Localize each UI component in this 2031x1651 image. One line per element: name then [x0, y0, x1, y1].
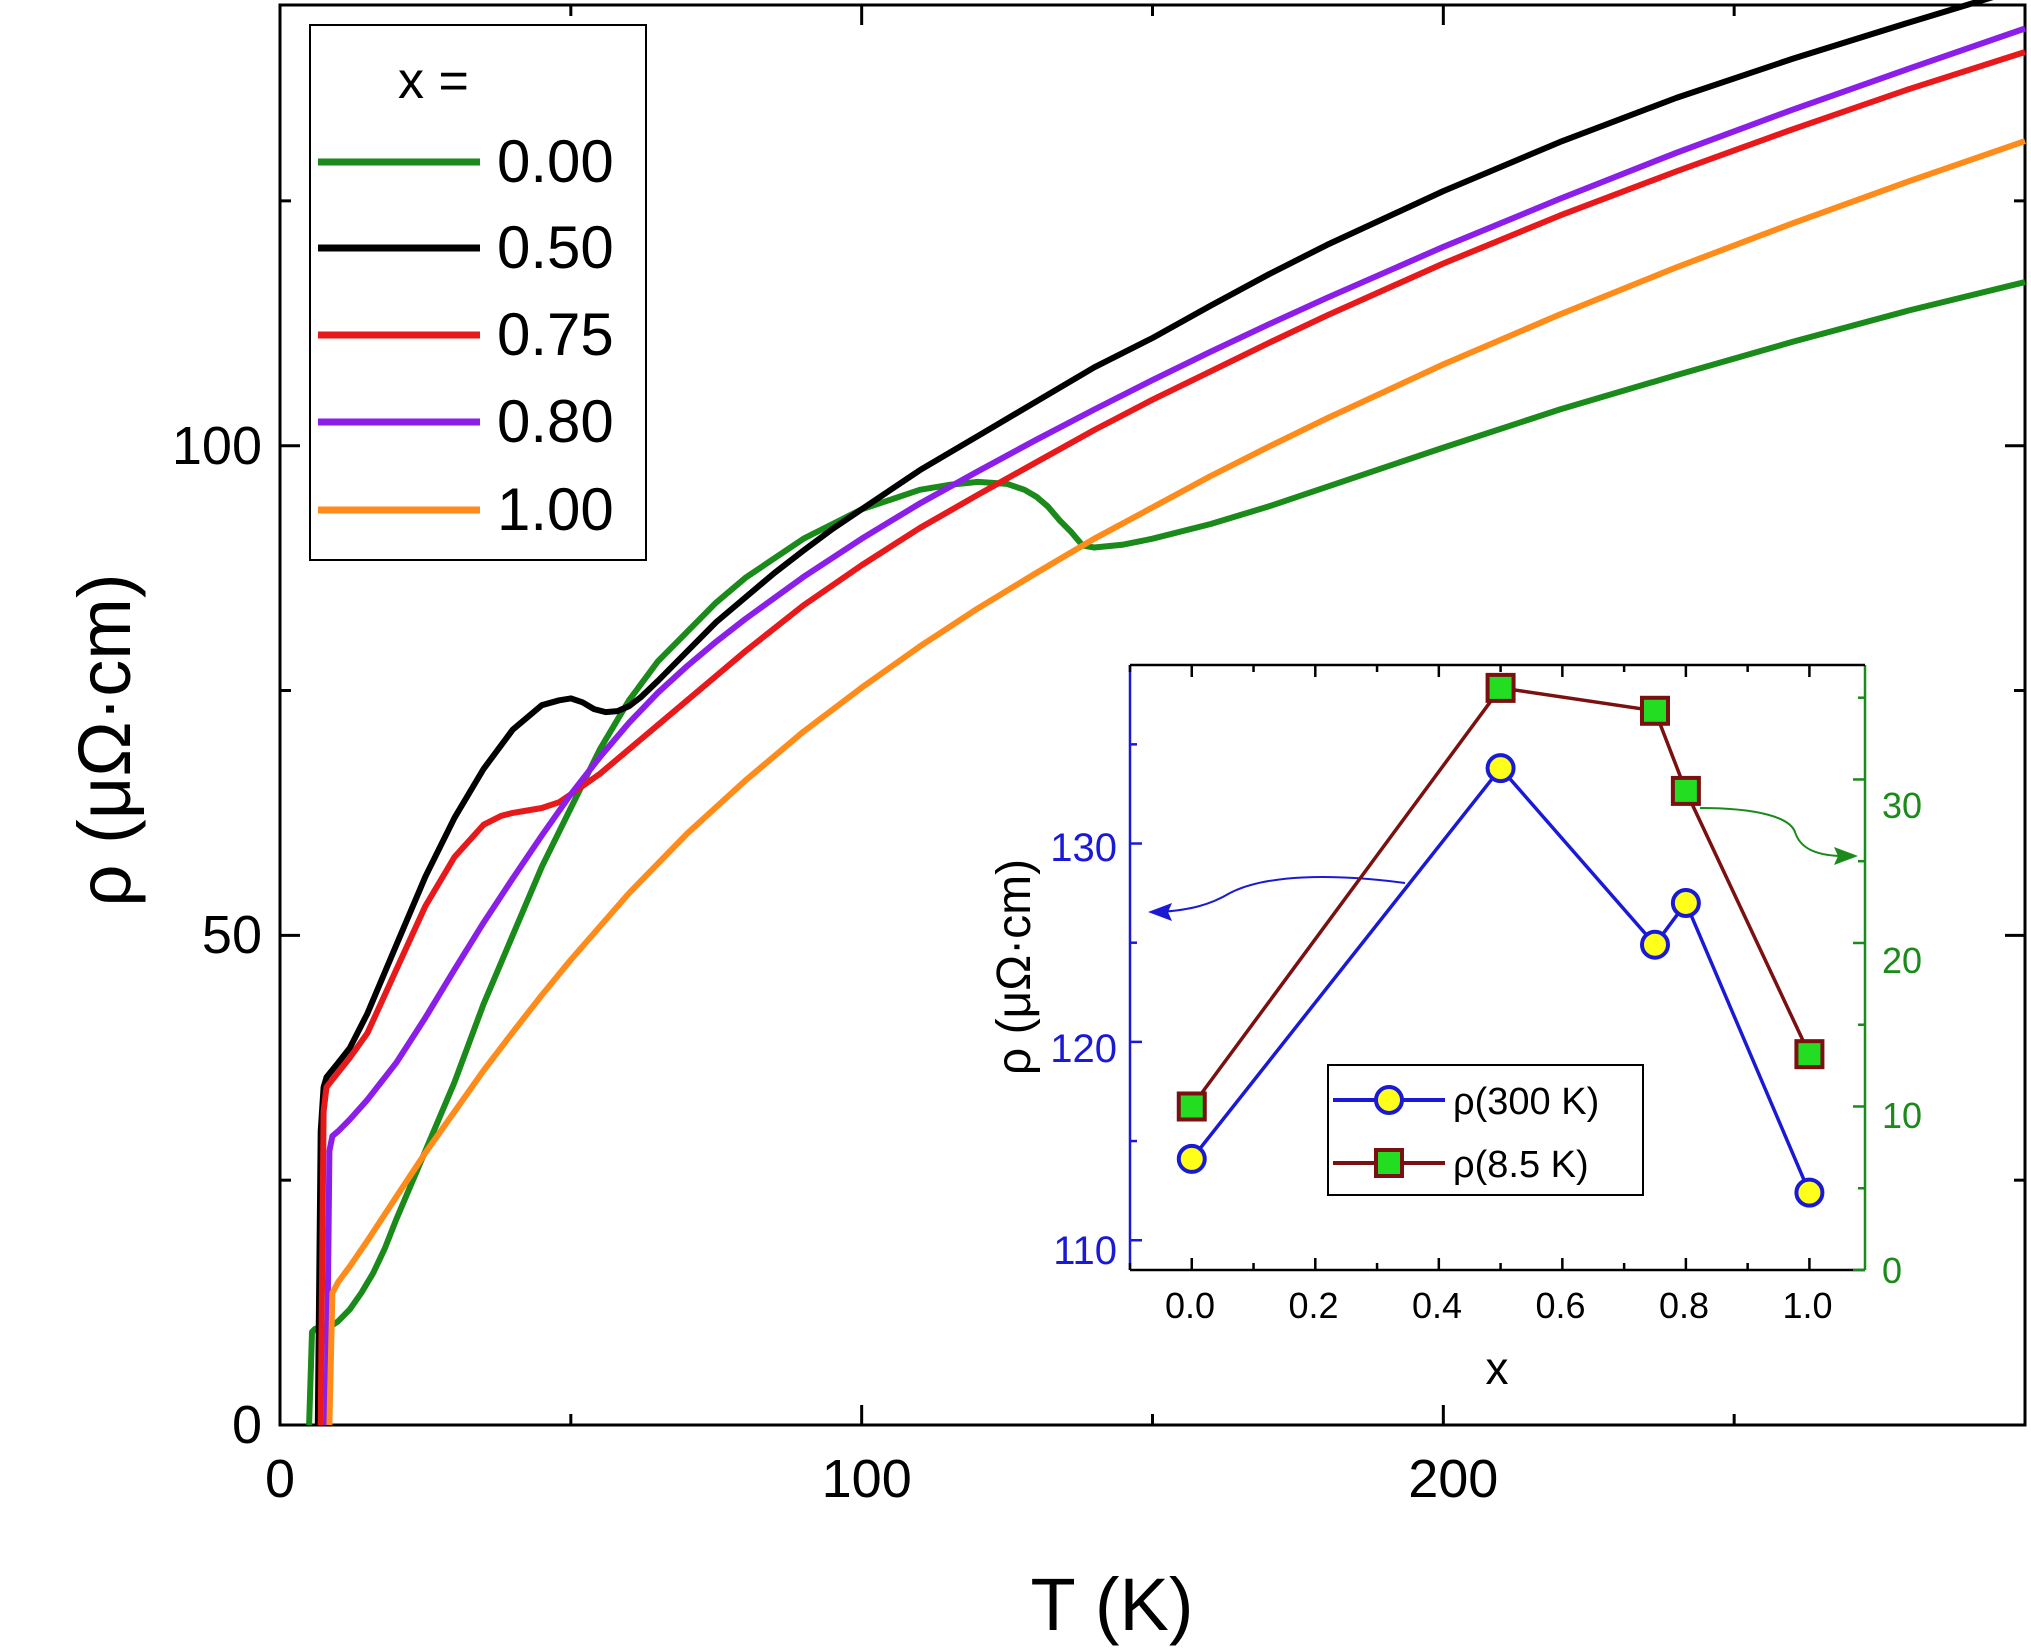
inset-x-tick-label: 1.0: [1782, 1285, 1832, 1326]
inset-point-8.5k: [1794, 1039, 1825, 1070]
inset-plot: 0.0 0.2 0.4 0.6 0.8 1.0 110 120 130 0 10…: [988, 663, 1922, 1394]
inset-x-tick-label: 0.0: [1165, 1285, 1215, 1326]
inset-right-tick-label: 10: [1882, 1095, 1922, 1136]
inset-x-tick-label: 0.2: [1288, 1285, 1338, 1326]
legend-entry: 0.75: [318, 301, 614, 368]
legend-label: 0.75: [497, 301, 614, 368]
y-tick-label: 0: [232, 1395, 262, 1455]
inset-right-tick-label: 0: [1882, 1250, 1902, 1291]
legend-label: 0.50: [497, 214, 614, 281]
x-tick-label: 200: [1408, 1449, 1498, 1509]
legend-entry: 1.00: [318, 476, 614, 543]
legend-entry: 0.50: [318, 214, 614, 281]
inset-right-tick-label: 20: [1882, 940, 1922, 981]
legend-box: [309, 24, 647, 561]
inset-legend: ρ(300 K) ρ(8.5 K): [1327, 1064, 1644, 1196]
arrow-curve-green: [1699, 807, 1841, 857]
main-series-group: [306, 0, 2026, 1426]
x-tick-label: 0: [265, 1449, 295, 1509]
inset-x-tick-label: 0.6: [1535, 1285, 1585, 1326]
inset-point-300k: [1176, 1143, 1207, 1174]
inset-point-8.5k: [1670, 775, 1701, 806]
legend-title: x =: [398, 52, 469, 110]
inset-point-8.5k: [1640, 695, 1670, 726]
legend-label: 0.00: [497, 128, 614, 195]
y-axis-title: ρ (μΩ·cm): [63, 573, 146, 906]
arrow-head-green: [1834, 847, 1858, 865]
main-ticks-group: [278, 5, 2027, 1427]
inset-legend-label: ρ(300 K): [1453, 1081, 1599, 1123]
legend-entry: 0.80: [318, 388, 614, 455]
inset-legend-marker-300k: [1374, 1085, 1404, 1115]
inset-point-8.5k: [1485, 672, 1516, 703]
arrow-to-left-axis: [1148, 876, 1406, 921]
legend-label: 0.80: [497, 388, 614, 455]
arrow-curve-blue: [1159, 876, 1406, 913]
legend-entry: 0.00: [318, 128, 614, 195]
x-tick-label: 100: [822, 1449, 912, 1509]
series-line-x-1.00: [326, 138, 2026, 1426]
y-tick-label: 50: [202, 905, 262, 965]
inset-point-300k: [1485, 753, 1516, 784]
inset-x-tick-label: 0.8: [1659, 1285, 1709, 1326]
y-tick-label: 100: [172, 416, 262, 476]
inset-point-8.5k: [1176, 1091, 1207, 1122]
inset-x-tick-label: 0.4: [1412, 1285, 1462, 1326]
inset-legend-marker-8.5k: [1374, 1148, 1404, 1178]
legend: x = 0.00 0.50 0.75 0.80 1.00: [309, 24, 647, 561]
x-axis-title: T (K): [1030, 1563, 1193, 1646]
inset-ticks-group: [1128, 665, 1865, 1272]
inset-point-300k: [1670, 888, 1701, 919]
legend-label: 1.00: [497, 476, 614, 543]
series-line-x-0.75: [317, 49, 2026, 1426]
arrow-to-right-axis: [1699, 807, 1858, 865]
arrow-head-blue: [1148, 903, 1172, 921]
inset-left-tick-label: 130: [1050, 826, 1117, 870]
series-line-x-0.50: [314, 0, 1994, 1426]
main-plot: 0 100 200 0 50 100 T (K) ρ (μΩ·cm): [63, 0, 2027, 1646]
inset-y-axis-title: ρ (μΩ·cm): [988, 859, 1041, 1075]
inset-left-tick-label: 110: [1053, 1229, 1117, 1273]
series-line-x-0.00: [306, 279, 2026, 1426]
inset-point-300k: [1640, 929, 1670, 960]
inset-x-axis-title: x: [1486, 1342, 1509, 1394]
inset-point-300k: [1794, 1177, 1825, 1208]
inset-series-group: [1176, 672, 1825, 1208]
inset-left-tick-label: 120: [1050, 1027, 1117, 1071]
inset-legend-label: ρ(8.5 K): [1453, 1144, 1589, 1186]
inset-right-tick-label: 30: [1882, 785, 1922, 826]
series-line-x-0.80: [323, 25, 2026, 1426]
